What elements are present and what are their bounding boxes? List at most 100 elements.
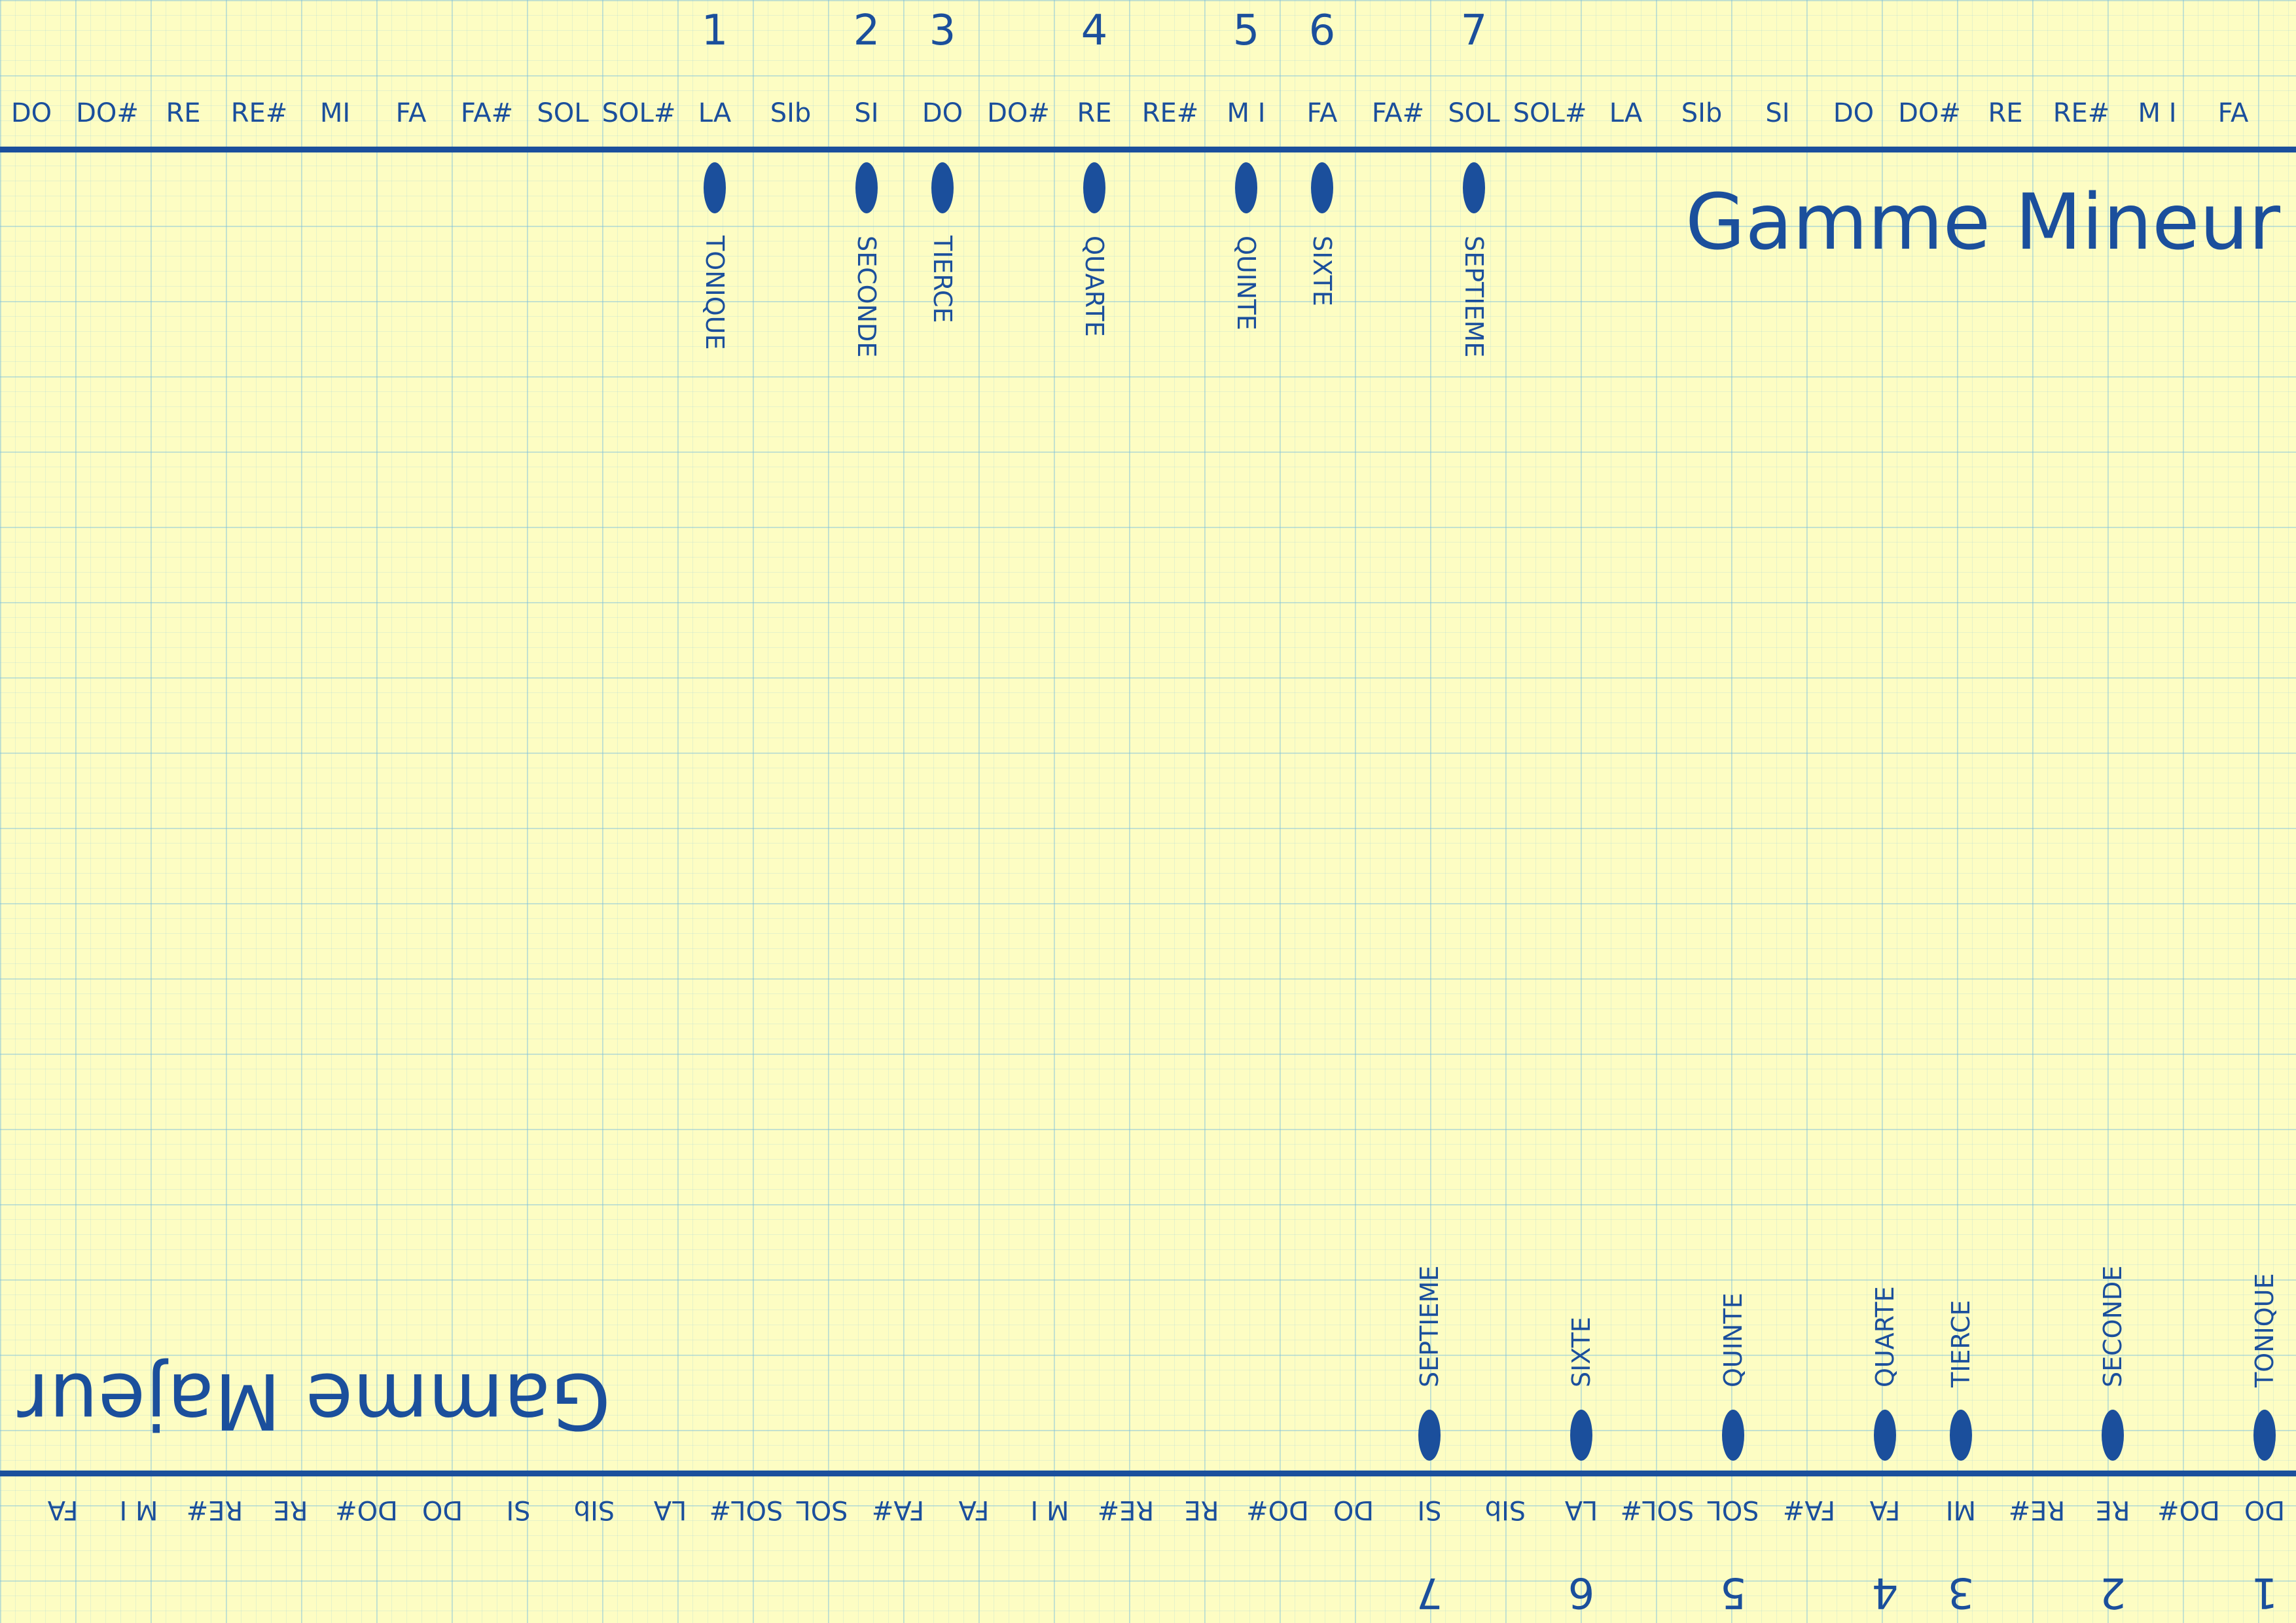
major-note-label: RE#: [1097, 1495, 1155, 1525]
major-degree-role: SIXTE: [1567, 1317, 1596, 1387]
minor-note-label: RE: [1988, 98, 2023, 128]
minor-note-label: SIb: [1681, 98, 1723, 128]
major-note-label: RE: [2095, 1495, 2130, 1525]
major-note-label: MI: [1945, 1495, 1977, 1525]
minor-degree-role: TIERCE: [928, 236, 957, 323]
major-note-label: SOL: [796, 1495, 848, 1525]
major-note-label: DO: [2244, 1495, 2286, 1525]
major-note-label: SOL#: [1620, 1495, 1695, 1525]
minor-note-dot: [855, 162, 878, 213]
minor-staff-line: [0, 147, 2296, 152]
minor-note-label: RE: [166, 98, 201, 128]
minor-note-label: FA: [1306, 98, 1338, 128]
minor-note-label: SI: [854, 98, 879, 128]
minor-note-label: M I: [1227, 98, 1266, 128]
major-note-label: DO#: [2157, 1495, 2220, 1525]
minor-scale-title: Gamme Mineur: [1685, 177, 2281, 267]
minor-note-label: FA: [2217, 98, 2249, 128]
major-note-label: DO#: [335, 1495, 398, 1525]
major-note-label: RE#: [2008, 1495, 2066, 1525]
minor-degree-role: SIXTE: [1308, 236, 1336, 306]
minor-degree-number: 2: [853, 7, 880, 55]
major-note-label: DO: [1333, 1495, 1374, 1525]
minor-note-label: DO#: [76, 98, 139, 128]
minor-degree-number: 4: [1081, 7, 1108, 55]
major-degree-number: 5: [1719, 1568, 1747, 1616]
major-staff-line: [0, 1471, 2296, 1476]
minor-degree-number: 6: [1308, 7, 1336, 55]
minor-note-label: SOL#: [1513, 98, 1587, 128]
major-note-label: RE: [273, 1495, 308, 1525]
major-note-label: FA#: [871, 1495, 925, 1525]
major-note-label: SIb: [573, 1495, 615, 1525]
minor-note-label: RE#: [230, 98, 288, 128]
minor-note-label: RE#: [2053, 98, 2110, 128]
major-note-label: FA: [47, 1495, 79, 1525]
major-degree-number: 6: [1568, 1568, 1595, 1616]
minor-degree-role: TONIQUE: [700, 236, 729, 350]
major-note-label: M I: [1030, 1495, 1069, 1525]
major-note-label: FA: [958, 1495, 990, 1525]
minor-note-label: SOL: [1448, 98, 1500, 128]
major-note-dot: [2253, 1410, 2276, 1461]
major-degree-role: QUARTE: [1871, 1286, 1899, 1387]
major-note-label: SOL#: [709, 1495, 783, 1525]
major-degree-number: 4: [1871, 1568, 1899, 1616]
major-note-label: LA: [653, 1495, 687, 1525]
major-note-dot: [2102, 1410, 2124, 1461]
major-note-dot: [1874, 1410, 1896, 1461]
minor-note-label: DO: [10, 98, 52, 128]
major-scale-title: Gamme Majeur: [17, 1356, 611, 1446]
major-degree-number: 1: [2251, 1568, 2278, 1616]
minor-note-label: DO: [922, 98, 963, 128]
major-degree-number: 7: [1416, 1568, 1443, 1616]
minor-degree-role: SEPTIEME: [1460, 236, 1488, 358]
minor-note-label: M I: [2138, 98, 2177, 128]
minor-note-dot: [1311, 162, 1333, 213]
minor-note-dot: [1235, 162, 1257, 213]
major-scale-strip: DO DO# RE RE# MI FA FA# SOL SOL# LA SIb SI DO DO# RE RE…: [0, 1165, 2296, 1623]
major-degree-role: SEPTIEME: [1415, 1265, 1444, 1387]
major-note-dot: [1722, 1410, 1744, 1461]
minor-note-dot: [1463, 162, 1485, 213]
minor-note-dot: [931, 162, 954, 213]
minor-degree-role: QUINTE: [1232, 236, 1261, 330]
major-note-label: LA: [1564, 1495, 1598, 1525]
major-note-label: SOL: [1707, 1495, 1759, 1525]
minor-note-label: FA: [395, 98, 427, 128]
minor-note-dot: [1083, 162, 1105, 213]
major-note-dot: [1418, 1410, 1441, 1461]
major-degree-number: 3: [1947, 1568, 1975, 1616]
major-note-label: FA: [1869, 1495, 1901, 1525]
major-degree-role: TONIQUE: [2250, 1273, 2279, 1388]
major-note-label: SI: [1417, 1495, 1442, 1525]
minor-scale-strip: DO DO# RE RE# MI FA FA# SOL SOL# LA SIb SI DO DO# RE RE…: [0, 0, 2296, 458]
minor-degree-number: 3: [929, 7, 956, 55]
minor-note-label: DO#: [1898, 98, 1961, 128]
minor-note-label: SIb: [770, 98, 812, 128]
major-note-label: M I: [119, 1495, 158, 1525]
minor-degree-role: QUARTE: [1080, 236, 1109, 337]
major-note-label: RE#: [186, 1495, 243, 1525]
major-note-label: RE: [1184, 1495, 1219, 1525]
minor-note-label: LA: [698, 98, 732, 128]
minor-degree-number: 5: [1232, 7, 1260, 55]
minor-note-dot: [704, 162, 726, 213]
minor-degree-number: 1: [701, 7, 728, 55]
major-degree-number: 2: [2099, 1568, 2126, 1616]
minor-degree-role: SECONDE: [852, 236, 881, 358]
minor-degree-number: 7: [1460, 7, 1488, 55]
major-degree-role: QUINTE: [1719, 1293, 1748, 1387]
minor-note-label: RE#: [1141, 98, 1199, 128]
minor-note-label: SOL: [537, 98, 589, 128]
minor-note-label: FA#: [460, 98, 514, 128]
minor-note-label: RE: [1077, 98, 1112, 128]
minor-note-label: FA#: [1371, 98, 1425, 128]
major-note-label: SI: [506, 1495, 531, 1525]
major-note-dot: [1950, 1410, 1972, 1461]
minor-note-label: SOL#: [601, 98, 676, 128]
major-note-dot: [1570, 1410, 1592, 1461]
minor-note-label: SI: [1765, 98, 1790, 128]
major-note-label: DO#: [1246, 1495, 1309, 1525]
minor-note-label: MI: [319, 98, 351, 128]
